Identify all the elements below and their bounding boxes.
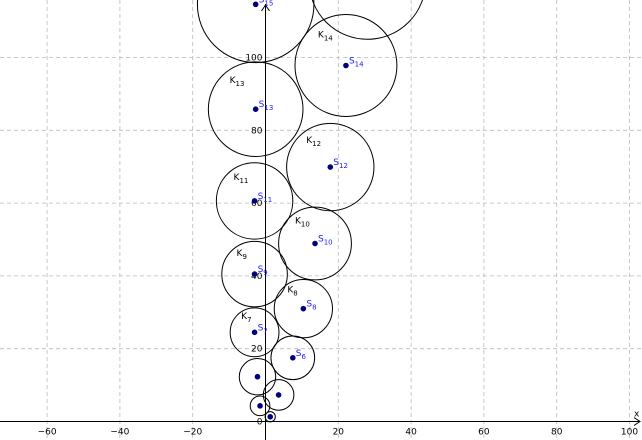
x-tick-label: 100 bbox=[621, 428, 638, 438]
x-tick-label: 60 bbox=[478, 428, 490, 438]
circle-label-subscript: 10 bbox=[301, 220, 310, 228]
center-point[interactable] bbox=[257, 403, 263, 409]
x-tick-label: 20 bbox=[333, 428, 345, 438]
circle bbox=[221, 240, 288, 308]
circle bbox=[294, 14, 398, 117]
center-label-subscript: 8 bbox=[312, 304, 316, 312]
circle bbox=[249, 395, 271, 417]
center-point[interactable] bbox=[252, 1, 259, 8]
center-label-subscript: 6 bbox=[302, 353, 307, 361]
x-tick-label: −40 bbox=[110, 428, 129, 438]
y-tick-label: 0 bbox=[257, 418, 263, 428]
center-label: S12 bbox=[333, 158, 348, 170]
center-label-subscript: 13 bbox=[264, 104, 273, 112]
y-tick-label: 80 bbox=[251, 126, 263, 136]
center-label: S15 bbox=[259, 0, 274, 7]
circle bbox=[262, 379, 295, 411]
center-point[interactable] bbox=[254, 373, 261, 380]
center-point[interactable] bbox=[252, 106, 259, 112]
center-label-subscript: 15 bbox=[264, 0, 273, 7]
center-label-subscript: 12 bbox=[339, 162, 348, 170]
center-point[interactable] bbox=[290, 355, 296, 361]
x-tick-label: −60 bbox=[38, 428, 57, 438]
circle bbox=[311, 0, 424, 40]
y-tick-label: 100 bbox=[245, 54, 262, 64]
circle-label-subscript: 7 bbox=[247, 316, 251, 324]
circle-label: K7 bbox=[241, 312, 251, 324]
center-point[interactable] bbox=[275, 392, 282, 398]
y-tick-label: 40 bbox=[251, 272, 263, 282]
circle-label: K10 bbox=[295, 216, 310, 228]
center-point[interactable] bbox=[312, 240, 318, 247]
x-tick-label: 40 bbox=[405, 428, 417, 438]
center-label: S6 bbox=[296, 349, 307, 361]
center-point[interactable] bbox=[251, 198, 258, 204]
x-tick-label: −20 bbox=[183, 428, 202, 438]
circle bbox=[238, 358, 277, 396]
circles bbox=[196, 0, 424, 423]
circle bbox=[215, 162, 294, 240]
circle-label-subscript: 8 bbox=[293, 290, 297, 298]
center-point[interactable] bbox=[327, 164, 334, 170]
center-label: S8 bbox=[306, 300, 316, 312]
circle-label: K14 bbox=[318, 30, 333, 42]
circle-label: K12 bbox=[306, 136, 321, 148]
center-label: S10 bbox=[318, 235, 333, 247]
y-axis-arrow-icon bbox=[261, 4, 270, 12]
center-label-subscript: 11 bbox=[263, 196, 272, 204]
circle bbox=[207, 61, 304, 158]
y-tick-label: 60 bbox=[251, 199, 263, 209]
circle bbox=[264, 411, 276, 423]
circle-label-subscript: 12 bbox=[312, 140, 321, 148]
circle bbox=[286, 122, 375, 212]
circle bbox=[229, 307, 280, 358]
center-label-subscript: 9 bbox=[263, 269, 267, 277]
center-point[interactable] bbox=[267, 413, 274, 420]
center-point[interactable] bbox=[251, 271, 258, 277]
center-points bbox=[251, 1, 349, 420]
center-point[interactable] bbox=[300, 305, 307, 312]
center-label-subscript: 7 bbox=[263, 327, 267, 335]
y-tick-label: 20 bbox=[251, 345, 263, 355]
circle-label: K9 bbox=[237, 249, 247, 261]
center-label-subscript: 14 bbox=[355, 61, 364, 69]
axes: x bbox=[0, 4, 641, 440]
circle-label-subscript: 14 bbox=[324, 34, 333, 42]
circle bbox=[273, 279, 333, 339]
center-label: S7 bbox=[258, 323, 268, 335]
circle-label-subscript: 13 bbox=[236, 80, 245, 88]
x-axis-label: x bbox=[634, 410, 640, 420]
circle-label: K8 bbox=[287, 286, 297, 298]
center-label-subscript: 10 bbox=[324, 239, 333, 247]
center-point[interactable] bbox=[251, 329, 258, 336]
circle-label: K11 bbox=[234, 173, 249, 185]
circle-label: K13 bbox=[230, 76, 245, 88]
x-tick-label: 80 bbox=[551, 428, 563, 438]
center-label: S14 bbox=[349, 57, 364, 69]
circle bbox=[278, 206, 352, 281]
tick-labels: −60 −40 −20 20 40 60 80 100 0 20 40 60 80 100 bbox=[38, 54, 639, 438]
center-label: S9 bbox=[258, 265, 268, 277]
circle-label-subscript: 9 bbox=[242, 253, 246, 261]
center-point[interactable] bbox=[343, 62, 349, 69]
x-axis-arrow-icon bbox=[633, 417, 641, 426]
circle-label-subscript: 11 bbox=[239, 177, 248, 185]
